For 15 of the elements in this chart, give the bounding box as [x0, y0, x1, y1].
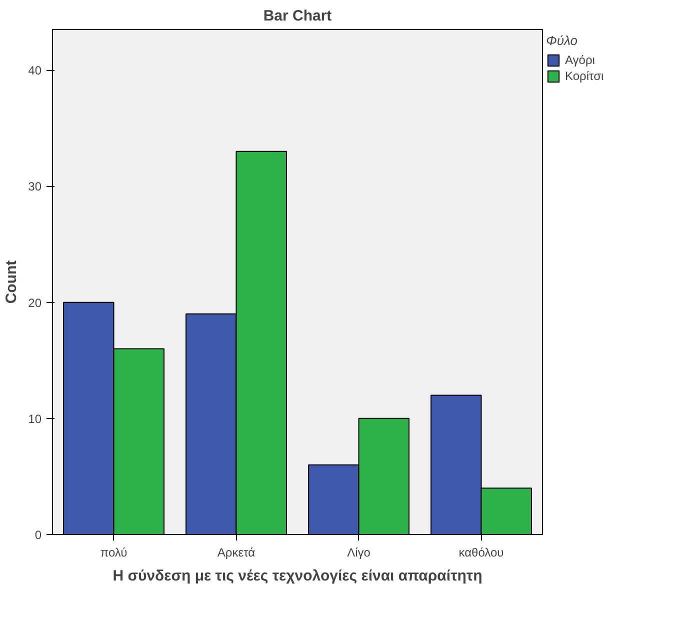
x-axis-title: Η σύνδεση με τις νέες τεχνολογίες είναι απαραίτητη	[112, 568, 482, 584]
y-tick-label: 40	[28, 64, 42, 78]
chart-title: Bar Chart	[263, 8, 332, 24]
y-tick-label: 20	[28, 296, 42, 310]
legend-label: Κορίτσι	[565, 69, 604, 83]
x-tick-label: Αρκετά	[217, 546, 256, 560]
x-tick-label: πολύ	[100, 546, 128, 560]
legend-title: Φύλο	[546, 33, 578, 48]
y-tick-label: 0	[34, 528, 42, 542]
x-tick-label: καθόλου	[458, 546, 504, 560]
y-tick-label: 10	[28, 412, 42, 426]
y-axis-title: Count	[3, 260, 20, 304]
y-tick-label: 30	[28, 180, 42, 194]
x-tick-label: Λίγο	[347, 546, 371, 560]
legend-label: Αγόρι	[565, 53, 595, 67]
